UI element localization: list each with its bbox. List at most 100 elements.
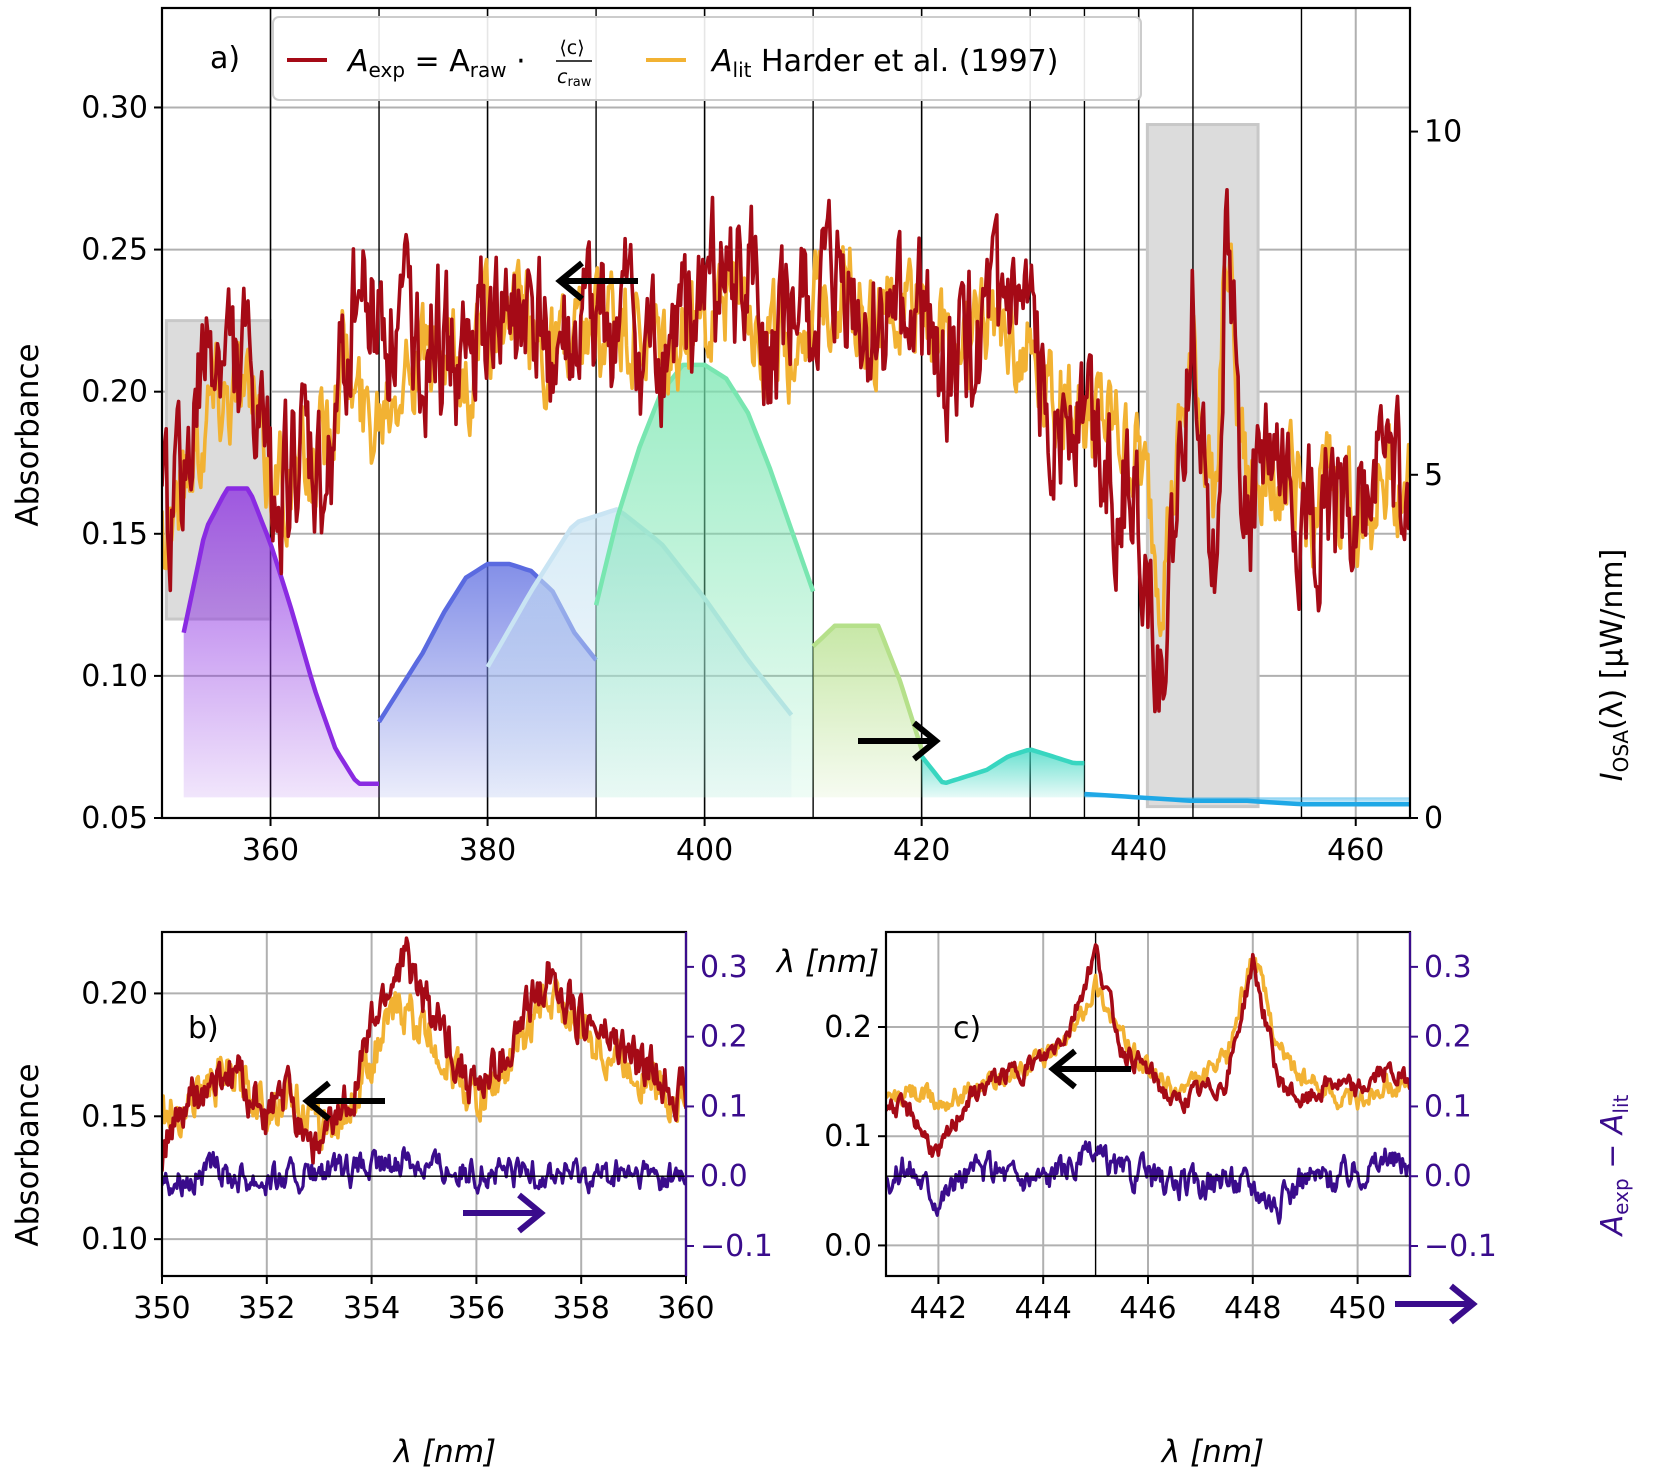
panel-b-label: b): [188, 1011, 219, 1046]
xtick-label: 360: [242, 833, 299, 868]
diff-y2label: Aexp − Alit: [1595, 1094, 1633, 1237]
y2tick-label: −0.1: [700, 1229, 773, 1264]
xtick-label: 448: [1224, 1291, 1281, 1326]
arrow-c-left-head: [1048, 1048, 1077, 1090]
arrow-a-right-head: [912, 720, 941, 762]
xtick-label: 356: [448, 1291, 505, 1326]
legend-frac-num: ⟨c⟩: [559, 37, 584, 59]
ytick-label: 0.30: [81, 90, 148, 125]
xtick-label: 444: [1015, 1291, 1072, 1326]
plot-area: [886, 943, 1410, 1225]
panel-b: 350 352 354 356 358 360 0.10 0.15 0.20 −0.1 0.0 0.1…: [81, 930, 773, 1326]
legend-exp-label: Aexp = Araw ·: [346, 44, 526, 82]
legend-frame: [272, 16, 1142, 101]
y2tick-label: 0.0: [1424, 1159, 1472, 1194]
diff-a-sub: exp: [1609, 1178, 1633, 1214]
y2tick-label: 0.1: [1424, 1089, 1472, 1124]
xtick-label: 350: [133, 1291, 190, 1326]
xtick-label: 380: [459, 833, 516, 868]
ytick-label: 0.10: [81, 659, 148, 694]
series-line-1: [162, 936, 686, 1172]
xtick-label: 358: [553, 1291, 610, 1326]
osa-area-5: [921, 749, 1085, 798]
ytick-label: 0.05: [81, 801, 148, 836]
y2tick-label: −0.1: [1424, 1229, 1497, 1264]
ytick-label: 0.25: [81, 233, 148, 268]
arrow-a-left-head: [555, 260, 584, 302]
osa-line-3: [593, 362, 816, 606]
y2label-i: I: [1595, 772, 1630, 781]
y2tick-label: 0.3: [1424, 950, 1472, 985]
panel-c: 442 444 446 448 450 0.0 0.1 0.2 −0.1 0.0 0.1 0.2 0.3: [824, 930, 1497, 1326]
panel-a-ylabel: Absorbance: [10, 343, 46, 526]
axes-frame: [160, 6, 1412, 820]
series-line-2: [162, 1146, 686, 1198]
xtick-label: 352: [238, 1291, 295, 1326]
diff-minus: − A: [1595, 1114, 1630, 1179]
arrow-b-left-head: [302, 1080, 331, 1122]
y2label-sub: OSA: [1609, 730, 1633, 773]
legend-exp-sub: exp: [369, 58, 405, 82]
legend-lit-a: A: [710, 44, 733, 79]
panel-a-xlabel: λ [nm]: [775, 944, 879, 980]
y2tick-label: 5: [1424, 458, 1443, 493]
legend-exp-a: A: [346, 44, 369, 79]
osa-area-4: [813, 625, 922, 798]
panel-a: 360 380 400 420 440 460 0.05 0.10 0.15 0.20 0.25 0.…: [81, 6, 1462, 868]
osa-area-0: [183, 488, 379, 798]
ytick-label: 0.2: [824, 1010, 872, 1045]
legend-frac-den: craw: [557, 66, 592, 90]
series-line-2: [886, 1140, 1410, 1225]
ytick-label: 0.1: [824, 1119, 872, 1154]
y2tick-label: 0: [1424, 801, 1443, 836]
legend: Aexp = Araw · ⟨c⟩ craw Alit Harder et al…: [272, 16, 1142, 101]
panel-c-label: c): [953, 1011, 981, 1046]
xtick-label: 440: [1110, 833, 1167, 868]
osa-line-4: [811, 623, 924, 751]
legend-exp-raw: raw: [470, 58, 507, 82]
xtick-label: 442: [910, 1291, 967, 1326]
y2label-tail: (λ) [µW/nm]: [1595, 549, 1630, 730]
ytick-label: 0.0: [824, 1228, 872, 1263]
panel-b-xlabel: λ [nm]: [392, 1434, 496, 1470]
osa-line-5: [919, 747, 1085, 786]
y2tick-label: 0.2: [1424, 1020, 1472, 1055]
legend-exp-eq: = A: [405, 44, 470, 79]
ytick-label: 0.20: [81, 375, 148, 410]
ytick-label: 0.10: [81, 1222, 148, 1257]
panel-b-ylabel: Absorbance: [10, 1063, 46, 1246]
legend-exp-dot: ·: [507, 44, 526, 79]
arrow-b-right-head: [517, 1192, 546, 1234]
legend-lit-label: Alit Harder et al. (1997): [710, 44, 1058, 82]
y2tick-label: 10: [1424, 115, 1462, 150]
plot-area: [162, 188, 1410, 807]
diff-a: A: [1595, 1215, 1630, 1238]
y2tick-label: 0.1: [700, 1089, 748, 1124]
axes-frame: [160, 930, 688, 1278]
panel-c-xlabel: λ [nm]: [1160, 1434, 1264, 1470]
panel-a-y2label: IOSA(λ) [µW/nm]: [1595, 549, 1633, 782]
ytick-label: 0.20: [81, 976, 148, 1011]
series-line-1: [886, 943, 1410, 1158]
y2tick-label: 0.2: [700, 1020, 748, 1055]
xtick-label: 360: [657, 1291, 714, 1326]
legend-lit-rest: Harder et al. (1997): [752, 44, 1059, 79]
diff-b-sub: lit: [1609, 1094, 1633, 1113]
panel-a-label: a): [210, 41, 240, 76]
y2tick-label: 0.3: [700, 950, 748, 985]
xtick-label: 354: [343, 1291, 400, 1326]
y2tick-label: 0.0: [700, 1159, 748, 1194]
ytick-label: 0.15: [81, 517, 148, 552]
xtick-label: 420: [893, 833, 950, 868]
xtick-label: 400: [676, 833, 733, 868]
plot-area: [162, 936, 686, 1198]
ytick-label: 0.15: [81, 1099, 148, 1134]
osa-area-3: [596, 364, 814, 798]
legend-lit-sub: lit: [733, 58, 752, 82]
legend-frac-c: c: [557, 66, 568, 88]
xtick-label: 446: [1119, 1291, 1176, 1326]
arrow-c-right-head: [1449, 1283, 1478, 1325]
osa-line-6: [1084, 791, 1410, 807]
xtick-label: 460: [1327, 833, 1384, 868]
